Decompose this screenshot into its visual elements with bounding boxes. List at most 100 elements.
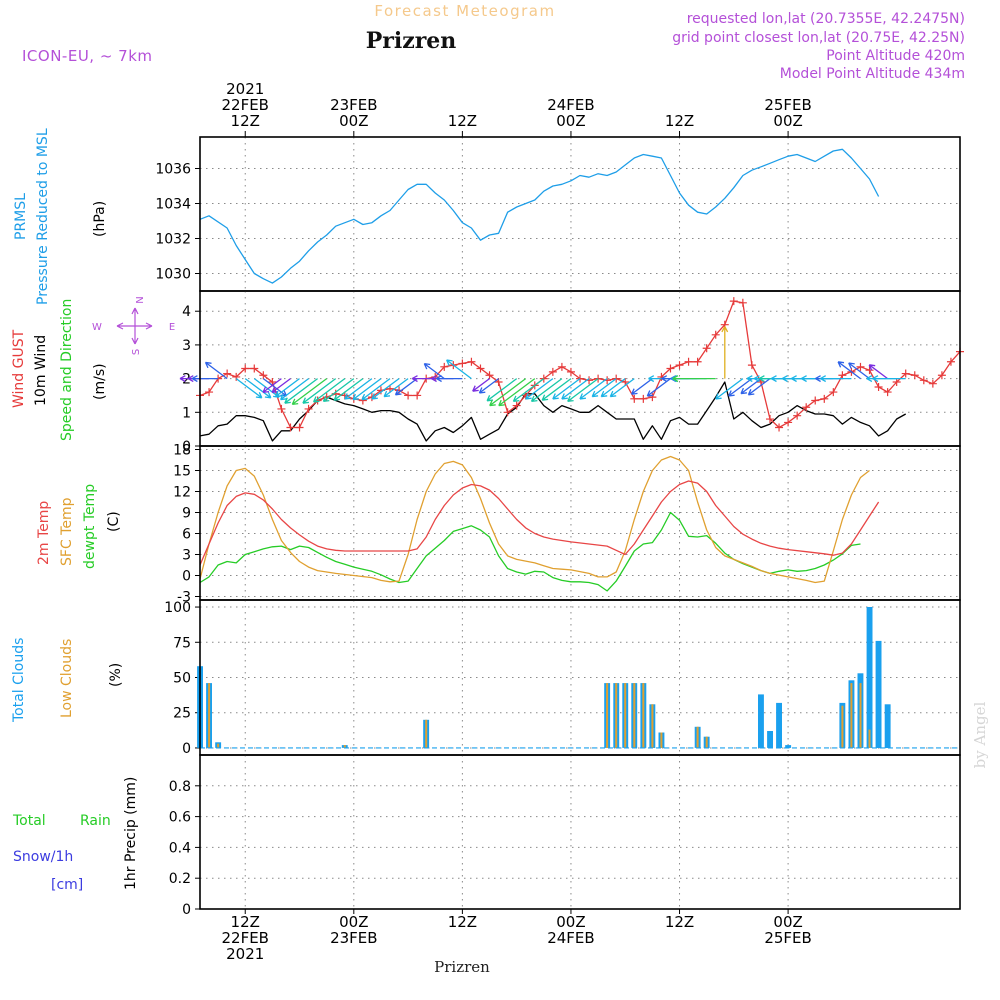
gust-point-marker xyxy=(738,298,747,307)
low-cloud-bar xyxy=(642,683,645,748)
location-title: Prizren xyxy=(366,28,457,54)
gust-point-marker xyxy=(639,394,648,403)
wind-direction-arrow xyxy=(191,375,219,383)
wind-direction-arrow xyxy=(512,378,545,403)
wind-direction-arrow xyxy=(204,361,228,380)
gust-point-marker xyxy=(838,371,847,380)
total-cloud-bar xyxy=(785,745,792,748)
low-cloud-bar xyxy=(217,743,220,748)
model-label: ICON-EU, ~ 7km xyxy=(22,47,153,65)
low-cloud-bar xyxy=(651,704,654,748)
wind-direction-arrow xyxy=(383,378,409,398)
gust-point-marker xyxy=(711,330,720,339)
bottom-time-label: 00Z xyxy=(339,913,368,931)
wind-direction-arrow xyxy=(436,375,463,383)
y-tick-label: 15 xyxy=(173,464,191,480)
top-time-label: 24FEB xyxy=(547,96,594,114)
low-cloud-bar xyxy=(859,683,862,748)
gust-point-marker xyxy=(874,383,883,392)
bottom-time-label: 00Z xyxy=(773,913,802,931)
total-cloud-bar xyxy=(758,694,764,748)
bottom-time-label: 25FEB xyxy=(764,929,811,947)
gust-point-marker xyxy=(503,408,512,417)
wind-direction-arrow xyxy=(361,378,391,401)
wind-direction-arrow xyxy=(820,375,852,383)
gust-point-marker xyxy=(440,362,449,371)
y-tick-label: 1 xyxy=(182,405,191,421)
gust-point-marker xyxy=(566,367,575,376)
gust-point-marker xyxy=(856,362,865,371)
compass-west: W xyxy=(92,322,102,333)
top-time-label: 12Z xyxy=(665,112,694,130)
wind-direction-arrow xyxy=(591,378,617,398)
gust-point-marker xyxy=(910,371,919,380)
series-10m-wind xyxy=(199,381,907,442)
top-time-label: 00Z xyxy=(339,112,368,130)
compass-rose: N S W E xyxy=(92,296,175,355)
gust-point-marker xyxy=(241,364,250,373)
gust-point-marker xyxy=(829,388,838,397)
wind-direction-arrow xyxy=(271,378,291,394)
grid-point-location: grid point closest lon,lat (20.75E, 42.2… xyxy=(672,30,965,46)
temperature-frame xyxy=(199,445,961,601)
y-tick-label: 6 xyxy=(182,527,191,543)
gust-point-marker xyxy=(458,359,467,368)
wind-direction-arrow xyxy=(235,378,263,399)
gust-point-marker xyxy=(919,376,928,385)
gust-point-marker xyxy=(476,364,485,373)
wind-direction-label: Speed and Direction xyxy=(59,299,75,441)
gust-point-marker xyxy=(747,361,756,370)
pressure-unit: (hPa) xyxy=(92,201,108,237)
gust-point-marker xyxy=(404,391,413,400)
low-cloud-bar xyxy=(208,683,211,748)
y-tick-label: 0 xyxy=(182,439,191,455)
pressure-panel: 1030 1032 1034 1036 xyxy=(155,136,961,292)
y-tick-label: 0.8 xyxy=(169,779,191,795)
clouds-panel: 0 25 50 75 100 xyxy=(164,599,961,757)
y-tick-label: 0 xyxy=(182,902,191,918)
low-cloud-bar xyxy=(425,719,428,748)
compass-south: S xyxy=(131,349,142,355)
wind-direction-arrow xyxy=(530,378,563,403)
gust-label: Wind GUST xyxy=(11,329,27,408)
gust-point-marker xyxy=(630,394,639,403)
header: Forecast Meteogram Prizren ICON-EU, ~ 7k… xyxy=(22,2,965,82)
wind-direction-arrow xyxy=(394,378,418,396)
y-tick-label: 0.4 xyxy=(169,840,191,856)
wind-direction-arrow xyxy=(600,378,626,398)
y-tick-label: 2 xyxy=(182,372,191,388)
wind-unit: (m/s) xyxy=(92,363,108,400)
y-tick-label: 1034 xyxy=(155,197,191,213)
compass-north: N xyxy=(135,296,146,303)
gust-point-marker xyxy=(648,393,657,402)
precip-axis-label: 1hr Precip (mm) xyxy=(123,777,139,890)
gust-point-marker xyxy=(250,364,259,373)
gust-point-marker xyxy=(485,371,494,380)
low-clouds-label: Low Clouds xyxy=(59,639,75,718)
y-tick-label: 3 xyxy=(182,548,191,564)
y-tick-label: 1032 xyxy=(155,232,191,248)
gust-point-marker xyxy=(277,404,286,413)
precip-total-label: Total xyxy=(12,813,46,829)
wind-direction-arrow xyxy=(541,378,572,401)
wind-direction-arrow xyxy=(262,378,282,394)
precip-grid xyxy=(200,755,960,910)
y-tick-label: 75 xyxy=(173,635,191,651)
y-tick-label: 50 xyxy=(173,671,191,687)
bottom-time-label: 12Z xyxy=(448,913,477,931)
gust-point-marker xyxy=(937,371,946,380)
gust-point-marker xyxy=(865,366,874,375)
total-cloud-bar xyxy=(884,704,891,748)
gust-point-marker xyxy=(946,357,955,366)
gust-point-marker xyxy=(820,394,829,403)
top-time-label: 22FEB xyxy=(221,96,268,114)
wind-direction-arrow xyxy=(244,378,272,399)
gust-point-marker xyxy=(295,423,304,432)
bottom-time-label: 2021 xyxy=(226,945,264,963)
precip-rain-label: Rain xyxy=(80,813,111,829)
y-tick-label: 4 xyxy=(182,304,191,320)
gust-point-marker xyxy=(205,388,214,397)
temperature-panel: -3 0 3 6 9 12 15 18 xyxy=(173,443,961,606)
top-time-label: 12Z xyxy=(448,112,477,130)
